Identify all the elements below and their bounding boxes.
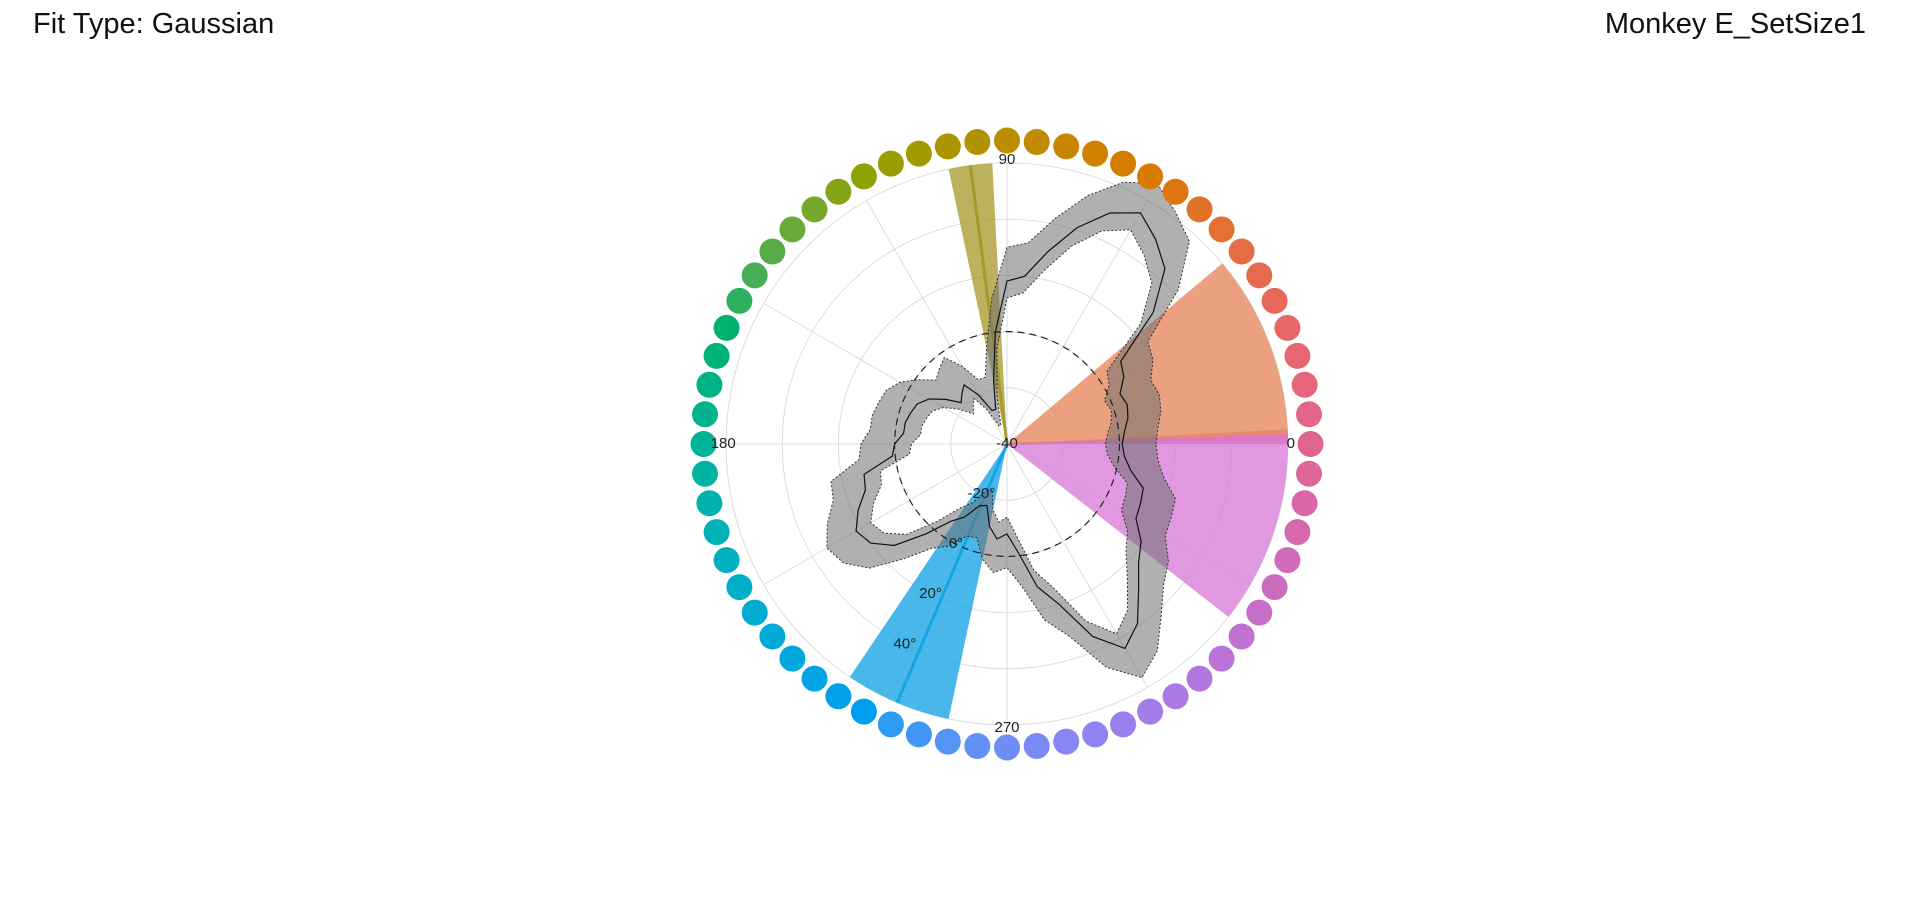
wheel-dot bbox=[994, 735, 1020, 761]
wheel-dot bbox=[1110, 151, 1136, 177]
wheel-dot bbox=[696, 372, 722, 398]
radial-tick-label: 20° bbox=[919, 585, 942, 602]
wheel-dot bbox=[964, 733, 990, 759]
wheel-dot bbox=[1274, 315, 1300, 341]
wheel-dot bbox=[1292, 490, 1318, 516]
wheel-dot bbox=[1298, 431, 1324, 457]
confidence-band bbox=[827, 182, 1190, 677]
wheel-dot bbox=[994, 128, 1020, 154]
wheel-dot bbox=[1053, 133, 1079, 159]
wheel-dot bbox=[742, 262, 768, 288]
wheel-dot bbox=[1284, 519, 1310, 545]
wheel-dot bbox=[1163, 179, 1189, 205]
wheel-dot bbox=[935, 729, 961, 755]
wheel-dot bbox=[825, 179, 851, 205]
wheel-dot bbox=[878, 151, 904, 177]
radial-tick-label: 40° bbox=[894, 635, 917, 652]
wheel-dot bbox=[1284, 343, 1310, 369]
angle-tick-label: 270 bbox=[994, 719, 1019, 736]
radial-tick-label: 0° bbox=[949, 535, 963, 552]
wheel-dot bbox=[759, 624, 785, 650]
wheel-dot bbox=[1187, 196, 1213, 222]
wheel-dot bbox=[1229, 239, 1255, 265]
wheel-dot bbox=[964, 129, 990, 155]
wheel-dot bbox=[692, 461, 718, 487]
wheel-dot bbox=[851, 163, 877, 189]
wheel-dot bbox=[1053, 729, 1079, 755]
wheel-dot bbox=[1187, 666, 1213, 692]
wheel-dot bbox=[779, 216, 805, 242]
wheel-dot bbox=[1296, 461, 1322, 487]
wheel-dot bbox=[742, 600, 768, 626]
wheel-dot bbox=[1137, 163, 1163, 189]
wheel-dot bbox=[802, 196, 828, 222]
band-area bbox=[827, 182, 1190, 677]
wheel-dot bbox=[1024, 129, 1050, 155]
wheel-dot bbox=[1274, 547, 1300, 573]
angle-tick-label: 180 bbox=[711, 435, 736, 452]
wheel-dot bbox=[759, 239, 785, 265]
wheel-dot bbox=[1209, 646, 1235, 672]
wheel-dot bbox=[726, 288, 752, 314]
wheel-dot bbox=[878, 711, 904, 737]
angle-tick-label: 0 bbox=[1287, 435, 1295, 452]
wheel-dot bbox=[1163, 683, 1189, 709]
wheel-dot bbox=[802, 666, 828, 692]
angle-tick-label: 90 bbox=[999, 151, 1016, 168]
wheel-dot bbox=[779, 646, 805, 672]
wheel-dot bbox=[906, 721, 932, 747]
radial-tick-label: -40 bbox=[996, 435, 1018, 452]
wheel-dot bbox=[1137, 699, 1163, 725]
wheel-dot bbox=[1262, 574, 1288, 600]
wheel-dot bbox=[714, 547, 740, 573]
wheel-dot bbox=[851, 699, 877, 725]
wheel-dot bbox=[1262, 288, 1288, 314]
wheel-dot bbox=[1229, 624, 1255, 650]
wheel-dot bbox=[906, 141, 932, 167]
wheel-dot bbox=[704, 343, 730, 369]
wheel-dot bbox=[1024, 733, 1050, 759]
wheel-dot bbox=[726, 574, 752, 600]
wheel-dot bbox=[714, 315, 740, 341]
wheel-dot bbox=[1209, 216, 1235, 242]
wheel-dot bbox=[692, 401, 718, 427]
wheel-dot bbox=[696, 490, 722, 516]
wheel-dot bbox=[1082, 721, 1108, 747]
wheel-dot bbox=[935, 133, 961, 159]
wheel-dot bbox=[825, 683, 851, 709]
radial-tick-label: -20° bbox=[968, 485, 996, 502]
wheel-dot bbox=[1246, 600, 1272, 626]
wheel-dot bbox=[1292, 372, 1318, 398]
wheel-dot bbox=[1296, 401, 1322, 427]
wheel-dot bbox=[704, 519, 730, 545]
wheel-dot bbox=[1110, 711, 1136, 737]
wheel-dot bbox=[1082, 141, 1108, 167]
wheel-dot bbox=[1246, 262, 1272, 288]
